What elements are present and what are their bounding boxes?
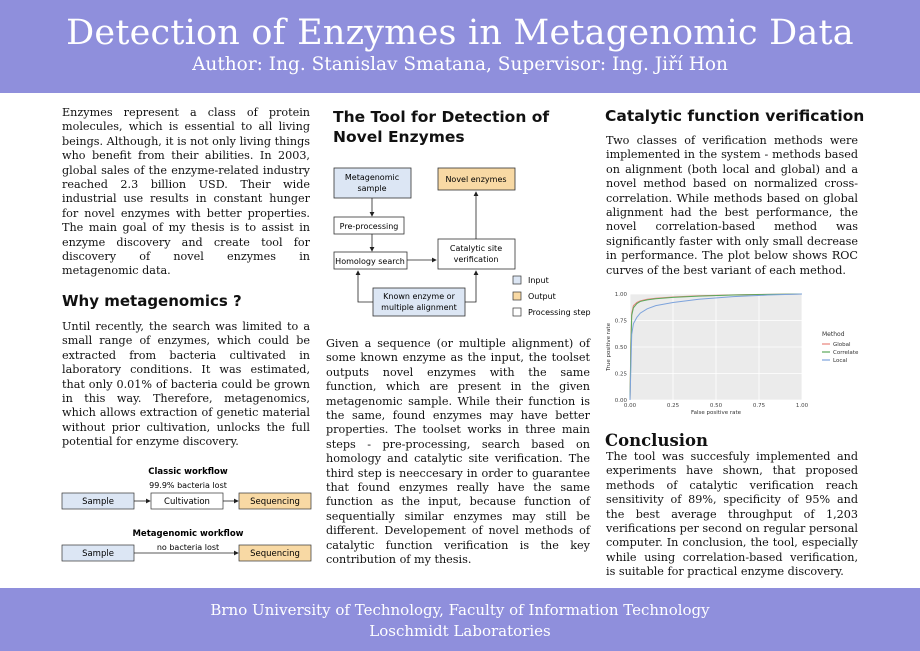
left-column: Enzymes represent a class of protein mol… bbox=[62, 106, 310, 279]
middle-column-text: Given a sequence (or multiple alignment)… bbox=[326, 337, 590, 568]
meta-sequencing-label: Sequencing bbox=[250, 549, 300, 559]
legend-label-correlate: Correlate bbox=[833, 350, 859, 356]
catalytic-verification-box bbox=[437, 238, 516, 270]
poster-footer: Brno University of Technology, Faculty o… bbox=[0, 588, 920, 651]
conclusion-paragraph: The tool was succesfuly implemented and … bbox=[606, 450, 858, 579]
x-tick-label: 0.75 bbox=[753, 403, 766, 409]
author-line: Author: Ing. Stanislav Smatana, Supervis… bbox=[192, 54, 728, 75]
metagenomic-sample-label2: sample bbox=[357, 184, 386, 193]
roc-line-local bbox=[629, 293, 803, 401]
known-enzyme-box bbox=[372, 287, 466, 317]
classic-workflow-title: Classic workflow bbox=[148, 467, 228, 477]
novel-enzymes-box bbox=[437, 167, 516, 191]
y-tick-label: 0.25 bbox=[615, 372, 628, 378]
y-tick-label: 0.00 bbox=[615, 398, 628, 404]
meta-sequencing-box bbox=[238, 544, 312, 562]
conclusion-section: The tool was succesfuly implemented and … bbox=[606, 450, 858, 580]
catalytic-paragraph: Two classes of verification methods were… bbox=[606, 134, 858, 277]
classic-note-text: 99.9% bacteria lost bbox=[149, 481, 227, 490]
homology-search-box bbox=[333, 251, 408, 270]
y-tick-label: 0.75 bbox=[615, 319, 628, 325]
why-paragraph: Until recently, the search was limited t… bbox=[62, 320, 310, 449]
footer-line2: Loschmidt Laboratories bbox=[369, 622, 551, 640]
metagenomic-sample-label1: Metagenomic bbox=[345, 173, 399, 182]
cultivation-label: Cultivation bbox=[164, 497, 210, 507]
metagenomic-sample-box bbox=[333, 167, 412, 199]
catalytic-heading: Catalytic function verification bbox=[605, 107, 865, 125]
x-tick-label: 0.00 bbox=[624, 403, 637, 409]
tool-heading-line2: Novel Enzymes bbox=[333, 128, 465, 146]
legend-title: Method bbox=[822, 331, 845, 338]
homology-search-label: Homology search bbox=[335, 257, 405, 266]
meta-note-text: no bacteria lost bbox=[157, 543, 219, 552]
legend-output-label: Output bbox=[528, 292, 556, 301]
poster-title: Detection of Enzymes in Metagenomic Data bbox=[66, 13, 854, 53]
x-axis-label: False positive rate bbox=[691, 410, 742, 416]
tool-heading-line1: The Tool for Detection of bbox=[333, 108, 550, 126]
workflow-diagram: Classic workflow 99.9% bacteria lost Sam… bbox=[61, 467, 312, 562]
legend-processing-label: Processing step bbox=[528, 308, 591, 317]
catalytic-label1: Catalytic site bbox=[450, 244, 502, 253]
known-enzyme-label1: Known enzyme or bbox=[383, 292, 455, 301]
classic-sequencing-label: Sequencing bbox=[250, 497, 300, 507]
novel-enzymes-label: Novel enzymes bbox=[445, 175, 506, 184]
known-enzyme-label2: multiple alignment bbox=[381, 303, 457, 312]
preprocessing-label: Pre-processing bbox=[340, 222, 399, 231]
pipeline-diagram: Metagenomic sample Pre-processing Homolo… bbox=[333, 167, 591, 317]
y-tick-label: 1.00 bbox=[615, 292, 628, 298]
poster-header: Detection of Enzymes in Metagenomic Data… bbox=[0, 0, 920, 93]
x-tick-label: 0.25 bbox=[667, 403, 680, 409]
y-axis-label: True positive rate bbox=[606, 322, 612, 372]
classic-sample-label: Sample bbox=[82, 497, 114, 507]
legend-output-swatch bbox=[512, 291, 522, 301]
footer-line1: Brno University of Technology, Faculty o… bbox=[210, 601, 710, 619]
classic-sequencing-box bbox=[238, 492, 312, 510]
roc-chart: 0.00 0.25 0.50 0.75 1.00 0.00 0.25 0.50 0.75 1.00… bbox=[606, 292, 859, 416]
y-tick-label: 0.50 bbox=[615, 345, 628, 351]
tool-heading: The Tool for Detection of Novel Enzymes bbox=[333, 107, 593, 147]
catalytic-label2: verification bbox=[454, 255, 499, 264]
why-heading: Why metagenomics ? bbox=[62, 292, 242, 310]
tool-paragraph: Given a sequence (or multiple alignment)… bbox=[326, 337, 590, 567]
preprocessing-box bbox=[333, 216, 405, 235]
why-section: Until recently, the search was limited t… bbox=[62, 320, 310, 450]
meta-workflow-title: Metagenomic workflow bbox=[132, 529, 243, 539]
legend-input-swatch bbox=[512, 275, 522, 285]
legend-processing-swatch bbox=[512, 307, 522, 317]
meta-sample-label: Sample bbox=[82, 549, 114, 559]
catalytic-section: Two classes of verification methods were… bbox=[606, 134, 858, 278]
x-tick-label: 0.50 bbox=[710, 403, 723, 409]
x-tick-label: 1.00 bbox=[796, 403, 809, 409]
legend-input-label: Input bbox=[528, 276, 549, 285]
legend-label-global: Global bbox=[833, 342, 851, 348]
conclusion-heading: Conclusion bbox=[605, 431, 709, 450]
roc-line-correlate bbox=[629, 293, 803, 401]
intro-paragraph: Enzymes represent a class of protein mol… bbox=[62, 106, 310, 278]
legend-label-local: Local bbox=[833, 358, 848, 364]
